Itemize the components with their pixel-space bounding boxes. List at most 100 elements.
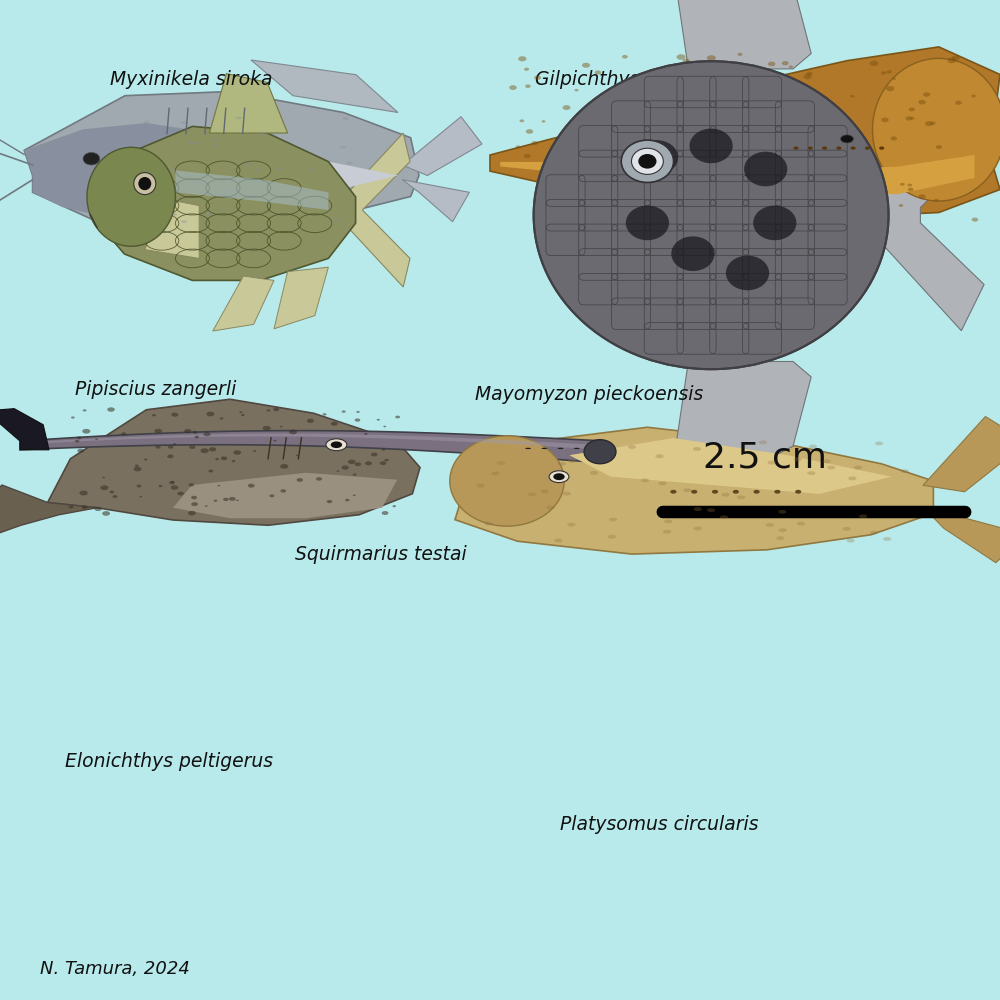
Ellipse shape bbox=[83, 409, 86, 412]
Ellipse shape bbox=[720, 515, 728, 519]
Ellipse shape bbox=[71, 416, 75, 419]
Ellipse shape bbox=[887, 70, 892, 74]
Ellipse shape bbox=[229, 497, 236, 501]
Ellipse shape bbox=[875, 441, 883, 445]
Ellipse shape bbox=[134, 173, 156, 195]
Ellipse shape bbox=[516, 145, 521, 148]
Ellipse shape bbox=[285, 186, 291, 189]
Ellipse shape bbox=[663, 530, 671, 534]
Ellipse shape bbox=[77, 449, 84, 453]
Ellipse shape bbox=[849, 173, 856, 177]
Ellipse shape bbox=[562, 178, 571, 184]
Ellipse shape bbox=[377, 419, 380, 421]
Ellipse shape bbox=[694, 507, 702, 511]
Ellipse shape bbox=[652, 181, 660, 186]
Ellipse shape bbox=[206, 213, 212, 215]
Ellipse shape bbox=[714, 221, 720, 225]
Ellipse shape bbox=[563, 492, 571, 495]
Ellipse shape bbox=[710, 188, 717, 192]
Ellipse shape bbox=[801, 181, 805, 184]
Polygon shape bbox=[209, 74, 288, 133]
Ellipse shape bbox=[220, 417, 223, 420]
Ellipse shape bbox=[972, 218, 978, 222]
Ellipse shape bbox=[232, 460, 235, 462]
Ellipse shape bbox=[171, 413, 178, 417]
Ellipse shape bbox=[947, 58, 956, 63]
Ellipse shape bbox=[218, 485, 220, 486]
Ellipse shape bbox=[778, 510, 787, 514]
Text: N. Tamura, 2024: N. Tamura, 2024 bbox=[40, 960, 190, 978]
Ellipse shape bbox=[77, 436, 82, 439]
Ellipse shape bbox=[837, 175, 843, 178]
Ellipse shape bbox=[567, 523, 576, 527]
Ellipse shape bbox=[553, 149, 559, 153]
Ellipse shape bbox=[256, 169, 262, 172]
Ellipse shape bbox=[626, 206, 669, 240]
Ellipse shape bbox=[779, 528, 787, 532]
Ellipse shape bbox=[823, 97, 828, 100]
Ellipse shape bbox=[806, 141, 810, 144]
Ellipse shape bbox=[558, 448, 563, 449]
Ellipse shape bbox=[843, 116, 848, 120]
Ellipse shape bbox=[273, 440, 276, 442]
Ellipse shape bbox=[135, 465, 139, 467]
Ellipse shape bbox=[546, 506, 555, 510]
Ellipse shape bbox=[738, 53, 743, 56]
Ellipse shape bbox=[955, 101, 962, 105]
Ellipse shape bbox=[870, 531, 878, 535]
Ellipse shape bbox=[208, 470, 213, 472]
Polygon shape bbox=[24, 123, 188, 222]
Ellipse shape bbox=[610, 124, 614, 127]
Ellipse shape bbox=[355, 418, 360, 422]
Ellipse shape bbox=[635, 160, 640, 162]
Text: 2.5 cm: 2.5 cm bbox=[703, 441, 827, 475]
Ellipse shape bbox=[843, 527, 851, 531]
Ellipse shape bbox=[689, 129, 733, 163]
Text: Myxinikela siroka: Myxinikela siroka bbox=[110, 70, 272, 89]
Ellipse shape bbox=[110, 491, 114, 493]
Ellipse shape bbox=[154, 429, 162, 433]
Ellipse shape bbox=[213, 138, 219, 141]
Ellipse shape bbox=[683, 488, 691, 492]
Ellipse shape bbox=[707, 55, 716, 61]
Ellipse shape bbox=[797, 122, 801, 124]
Ellipse shape bbox=[881, 118, 889, 122]
Ellipse shape bbox=[613, 106, 618, 109]
Ellipse shape bbox=[94, 507, 102, 511]
Ellipse shape bbox=[241, 414, 245, 416]
Ellipse shape bbox=[850, 95, 854, 97]
Ellipse shape bbox=[346, 162, 353, 164]
Ellipse shape bbox=[137, 485, 141, 488]
Ellipse shape bbox=[693, 447, 701, 451]
Polygon shape bbox=[923, 416, 1000, 492]
Ellipse shape bbox=[203, 432, 211, 436]
Ellipse shape bbox=[804, 74, 812, 79]
Ellipse shape bbox=[934, 199, 939, 202]
Ellipse shape bbox=[144, 121, 150, 124]
Ellipse shape bbox=[345, 499, 349, 501]
Polygon shape bbox=[884, 100, 984, 331]
Ellipse shape bbox=[622, 55, 628, 59]
Ellipse shape bbox=[518, 56, 526, 61]
Ellipse shape bbox=[909, 107, 915, 111]
Ellipse shape bbox=[497, 461, 505, 465]
Ellipse shape bbox=[239, 411, 242, 413]
Ellipse shape bbox=[86, 143, 92, 145]
Ellipse shape bbox=[83, 152, 100, 165]
Ellipse shape bbox=[923, 92, 930, 97]
Ellipse shape bbox=[930, 121, 936, 125]
Ellipse shape bbox=[764, 109, 771, 114]
Ellipse shape bbox=[908, 188, 914, 191]
Ellipse shape bbox=[795, 163, 800, 167]
Polygon shape bbox=[675, 361, 811, 477]
Ellipse shape bbox=[524, 68, 529, 71]
Ellipse shape bbox=[809, 445, 817, 448]
Ellipse shape bbox=[289, 430, 297, 434]
Ellipse shape bbox=[112, 140, 118, 142]
Ellipse shape bbox=[580, 196, 587, 200]
Ellipse shape bbox=[526, 129, 533, 134]
Ellipse shape bbox=[836, 146, 841, 150]
Ellipse shape bbox=[573, 188, 579, 192]
Ellipse shape bbox=[139, 496, 142, 497]
Ellipse shape bbox=[233, 195, 239, 197]
